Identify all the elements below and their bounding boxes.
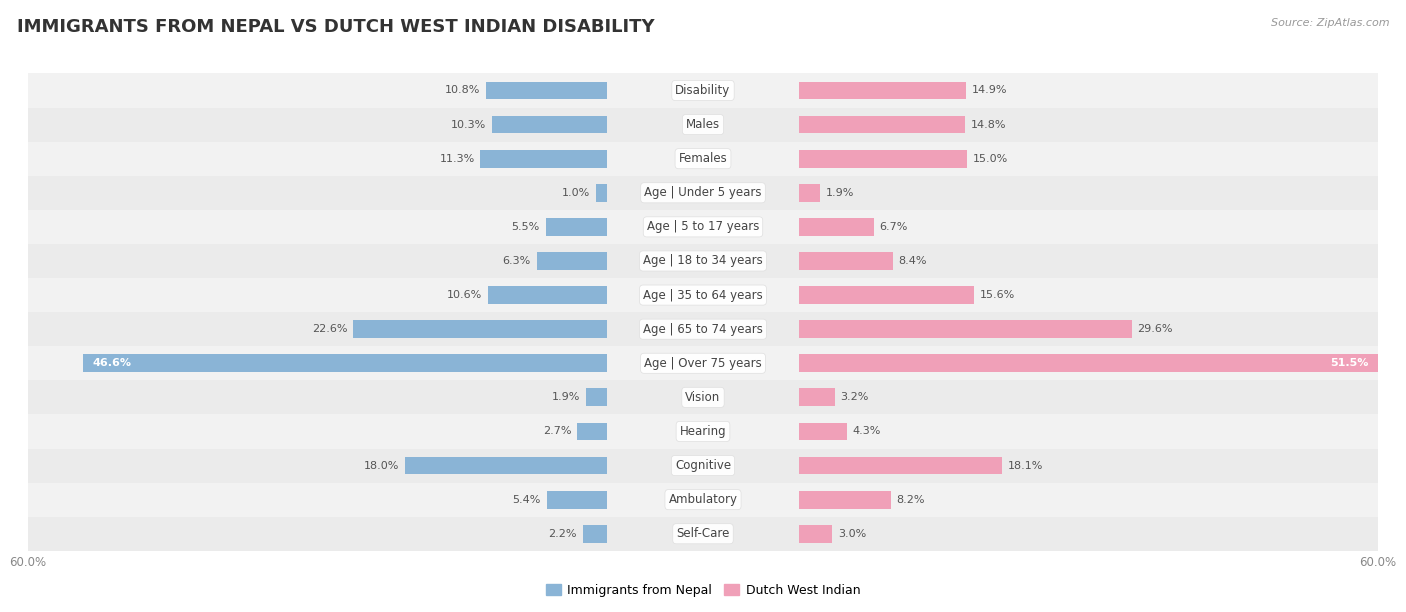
Text: 14.9%: 14.9%	[972, 86, 1007, 95]
Text: 1.0%: 1.0%	[562, 188, 591, 198]
Bar	[492, 116, 607, 133]
Text: 8.4%: 8.4%	[898, 256, 927, 266]
Bar	[799, 320, 1132, 338]
Bar	[28, 176, 1378, 210]
Bar	[481, 150, 607, 168]
Text: Age | 18 to 34 years: Age | 18 to 34 years	[643, 255, 763, 267]
Bar	[799, 116, 965, 133]
Bar	[83, 354, 607, 372]
Text: 6.7%: 6.7%	[880, 222, 908, 232]
Text: 14.8%: 14.8%	[970, 119, 1007, 130]
Bar	[537, 252, 607, 270]
Bar	[28, 244, 1378, 278]
Bar	[28, 73, 1378, 108]
Bar	[28, 108, 1378, 141]
Text: 51.5%: 51.5%	[1330, 358, 1369, 368]
Text: 2.7%: 2.7%	[543, 427, 571, 436]
Text: 3.0%: 3.0%	[838, 529, 866, 539]
Bar	[28, 483, 1378, 517]
Bar	[28, 210, 1378, 244]
Text: Source: ZipAtlas.com: Source: ZipAtlas.com	[1271, 18, 1389, 28]
Bar	[405, 457, 607, 474]
Text: Age | 5 to 17 years: Age | 5 to 17 years	[647, 220, 759, 233]
Text: 3.2%: 3.2%	[841, 392, 869, 402]
Text: 6.3%: 6.3%	[503, 256, 531, 266]
Text: 1.9%: 1.9%	[553, 392, 581, 402]
Bar	[28, 380, 1378, 414]
Text: 29.6%: 29.6%	[1137, 324, 1173, 334]
Bar	[28, 414, 1378, 449]
Text: 1.9%: 1.9%	[825, 188, 853, 198]
Bar	[799, 218, 875, 236]
Legend: Immigrants from Nepal, Dutch West Indian: Immigrants from Nepal, Dutch West Indian	[541, 579, 865, 602]
Text: 4.3%: 4.3%	[852, 427, 882, 436]
Bar	[799, 491, 891, 509]
Text: 5.4%: 5.4%	[513, 494, 541, 505]
Text: 10.6%: 10.6%	[447, 290, 482, 300]
Text: 46.6%: 46.6%	[93, 358, 131, 368]
Bar	[547, 491, 607, 509]
Bar	[799, 184, 820, 201]
Text: 18.1%: 18.1%	[1008, 461, 1043, 471]
Bar	[28, 141, 1378, 176]
Text: 8.2%: 8.2%	[897, 494, 925, 505]
Text: Age | 35 to 64 years: Age | 35 to 64 years	[643, 289, 763, 302]
Bar	[586, 389, 607, 406]
Bar	[799, 150, 967, 168]
Text: Vision: Vision	[685, 391, 721, 404]
Text: 10.3%: 10.3%	[451, 119, 486, 130]
Bar	[28, 278, 1378, 312]
Bar	[799, 81, 966, 99]
Text: Self-Care: Self-Care	[676, 528, 730, 540]
Text: 15.0%: 15.0%	[973, 154, 1008, 163]
Bar	[28, 517, 1378, 551]
Text: Males: Males	[686, 118, 720, 131]
Text: Age | 65 to 74 years: Age | 65 to 74 years	[643, 323, 763, 335]
Text: Ambulatory: Ambulatory	[668, 493, 738, 506]
Bar	[596, 184, 607, 201]
Bar	[28, 312, 1378, 346]
Bar	[799, 423, 846, 440]
Bar	[799, 354, 1378, 372]
Bar	[546, 218, 607, 236]
Text: 10.8%: 10.8%	[444, 86, 481, 95]
Text: 2.2%: 2.2%	[548, 529, 576, 539]
Text: IMMIGRANTS FROM NEPAL VS DUTCH WEST INDIAN DISABILITY: IMMIGRANTS FROM NEPAL VS DUTCH WEST INDI…	[17, 18, 655, 36]
Bar	[582, 525, 607, 543]
Text: 5.5%: 5.5%	[512, 222, 540, 232]
Bar	[488, 286, 607, 304]
Bar	[28, 449, 1378, 483]
Bar	[576, 423, 607, 440]
Bar	[28, 346, 1378, 380]
Bar	[799, 525, 832, 543]
Text: Age | Under 5 years: Age | Under 5 years	[644, 186, 762, 200]
Bar	[486, 81, 607, 99]
Text: Age | Over 75 years: Age | Over 75 years	[644, 357, 762, 370]
Bar	[799, 389, 835, 406]
Text: Females: Females	[679, 152, 727, 165]
Text: Disability: Disability	[675, 84, 731, 97]
Text: 22.6%: 22.6%	[312, 324, 347, 334]
Text: 18.0%: 18.0%	[364, 461, 399, 471]
Text: Hearing: Hearing	[679, 425, 727, 438]
Text: 11.3%: 11.3%	[440, 154, 475, 163]
Text: 15.6%: 15.6%	[980, 290, 1015, 300]
Bar	[353, 320, 607, 338]
Bar	[799, 286, 974, 304]
Bar	[799, 252, 893, 270]
Bar	[799, 457, 1002, 474]
Text: Cognitive: Cognitive	[675, 459, 731, 472]
